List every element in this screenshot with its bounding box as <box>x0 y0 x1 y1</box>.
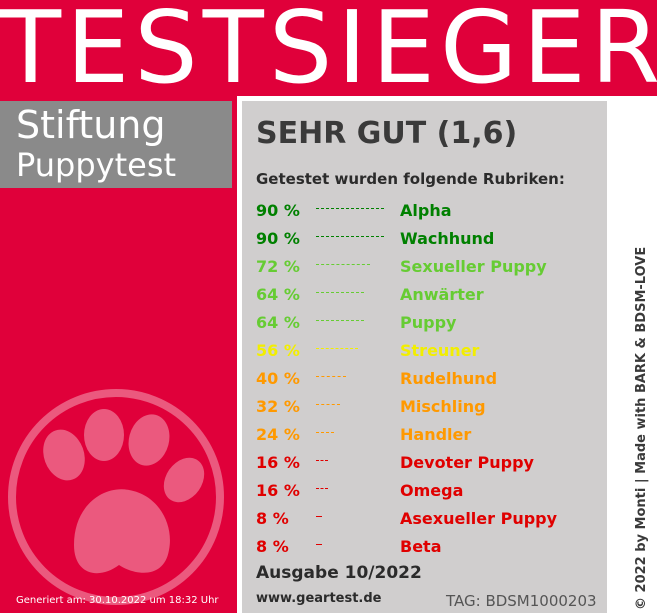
rubrik-percent: 16 % <box>256 481 300 500</box>
brand-line-2: Puppytest <box>16 146 177 184</box>
testsieger-banner: TESTSIEGER <box>0 0 657 100</box>
rubrik-name: Asexueller Puppy <box>400 509 558 528</box>
rubrik-percent: 32 % <box>256 397 300 416</box>
website-url: www.geartest.de <box>256 591 382 606</box>
rubrik-score-line <box>316 292 364 295</box>
generated-timestamp: Generiert am: 30.10.2022 um 18:32 Uhr <box>16 595 219 606</box>
grade-heading: SEHR GUT (1,6) <box>256 116 518 151</box>
rubrik-name: Beta <box>400 537 442 556</box>
rubrik-score-line <box>316 404 340 407</box>
rubrik-percent: 16 % <box>256 453 300 472</box>
rubrik-score-line <box>316 376 346 379</box>
tag-id: TAG: BDSM1000203 <box>446 592 597 610</box>
issue-label: Ausgabe 10/2022 <box>256 563 422 583</box>
rubrik-score-line <box>316 208 384 211</box>
rubrik-percent: 8 % <box>256 509 289 528</box>
rubrik-percent: 40 % <box>256 369 300 388</box>
rubrik-name: Alpha <box>400 201 452 220</box>
results-panel <box>242 101 607 613</box>
rubrik-name: Puppy <box>400 313 457 332</box>
rubrik-score-line <box>316 488 328 491</box>
rubrik-name: Wachhund <box>400 229 495 248</box>
rubrik-percent: 64 % <box>256 285 300 304</box>
rubrik-percent: 90 % <box>256 201 300 220</box>
rubrik-score-line <box>316 516 322 519</box>
paw-icon <box>8 389 224 605</box>
rubrik-score-line <box>316 432 334 435</box>
rubrik-score-line <box>316 348 358 351</box>
rubrik-percent: 64 % <box>256 313 300 332</box>
rubrik-name: Anwärter <box>400 285 484 304</box>
rubrik-score-line <box>316 544 322 547</box>
rubriken-intro: Getestet wurden folgende Rubriken: <box>256 170 565 188</box>
rubrik-score-line <box>316 320 364 323</box>
rubrik-percent: 8 % <box>256 537 289 556</box>
rubrik-name: Handler <box>400 425 472 444</box>
rubrik-percent: 24 % <box>256 425 300 444</box>
rubrik-name: Streuner <box>400 341 480 360</box>
rubrik-name: Omega <box>400 481 464 500</box>
brand-box <box>0 101 232 188</box>
brand-line-1: Stiftung <box>16 103 166 147</box>
rubrik-score-line <box>316 236 384 239</box>
rubrik-name: Sexueller Puppy <box>400 257 547 276</box>
rubrik-percent: 90 % <box>256 229 300 248</box>
credit-text: © 2022 by Monti | Made with BARK & BDSM-… <box>634 246 649 610</box>
rubrik-score-line <box>316 264 370 267</box>
banner-title: TESTSIEGER <box>0 0 657 106</box>
rubrik-percent: 56 % <box>256 341 300 360</box>
rubrik-score-line <box>316 460 328 463</box>
rubrik-name: Rudelhund <box>400 369 498 388</box>
rubrik-percent: 72 % <box>256 257 300 276</box>
rubrik-name: Devoter Puppy <box>400 453 534 472</box>
rubrik-name: Mischling <box>400 397 486 416</box>
